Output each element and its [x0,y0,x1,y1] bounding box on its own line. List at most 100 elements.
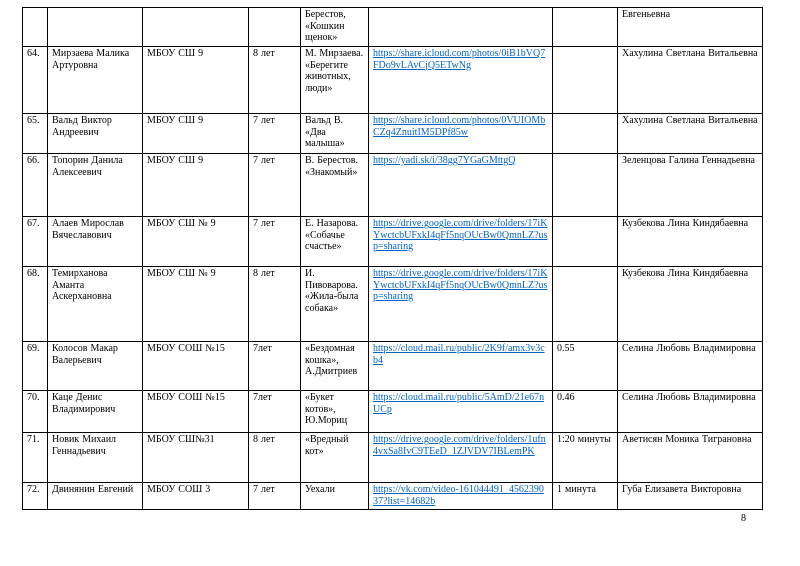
cell-teacher: Зеленцова Галина Геннадьевна [617,153,763,217]
cell-school: МБОУ СОШ №15 [142,341,249,391]
cell-title: «Букет котов», Ю.Мориц [300,390,369,433]
cell-duration [552,113,618,154]
cell-duration [552,46,618,114]
video-link[interactable]: https://drive.google.com/drive/folders/1… [373,268,548,302]
cell-age: 8 лет [248,46,301,114]
cell-age: 7 лет [248,482,301,510]
cell-link: https://drive.google.com/drive/folders/1… [368,216,553,267]
table-row-partial: Берестов, «Кошкин щенок» Евгеньевна [22,7,763,47]
page-number: 8 [741,513,746,524]
table-row-67: 67. Алаев Мирослав Вячеславович МБОУ СШ … [22,216,763,267]
cell-number: 67. [22,216,48,267]
table-row-64: 64. Мирзаева Малика Артуровна МБОУ СШ 9 … [22,46,763,114]
cell-teacher: Хахулина Светлана Витальевна [617,113,763,154]
cell-duration: 1 минута [552,482,618,510]
cell-teacher: Кузбекова Лина Киндябаевна [617,266,763,342]
cell-number: 65. [22,113,48,154]
cell-title: Берестов, «Кошкин щенок» [300,7,369,47]
cell-school: МБОУ СШ № 9 [142,266,249,342]
cell-school: МБОУ СШ № 9 [142,216,249,267]
cell-name: Топорин Данила Алексеевич [47,153,143,217]
cell-title: «Бездомная кошка», А.Дмитриев [300,341,369,391]
cell-duration: 0.55 [552,341,618,391]
cell-age: 7лет [248,341,301,391]
video-link[interactable]: https://cloud.mail.ru/public/5AmD/21e67n… [373,392,545,415]
cell-teacher: Хахулина Светлана Витальевна [617,46,763,114]
cell-link: https://drive.google.com/drive/folders/1… [368,266,553,342]
cell-duration [552,266,618,342]
cell-link: https://drive.google.com/drive/folders/1… [368,432,553,483]
video-link[interactable]: https://share.icloud.com/photos/0iB1bVQ7… [373,48,546,71]
table-row-72: 72. Двинянин Евгений МБОУ СОШ 3 7 лет Уе… [22,482,763,510]
cell-name: Двинянин Евгений [47,482,143,510]
cell-title: «Вредный кот» [300,432,369,483]
cell-duration [552,153,618,217]
cell-title: Е. Назарова. «Собачье счастье» [300,216,369,267]
cell-link: https://cloud.mail.ru/public/2K9f/amx3v3… [368,341,553,391]
cell-name: Новик Михаил Геннадьевич [47,432,143,483]
cell-number: 68. [22,266,48,342]
cell-age: 7лет [248,390,301,433]
cell-teacher: Аветисян Моника Тиграновна [617,432,763,483]
cell-duration: 1:20 минуты [552,432,618,483]
table-row-65: 65. Вальд Виктор Андреевич МБОУ СШ 9 7 л… [22,113,763,154]
cell-link: https://share.icloud.com/photos/0VUIOMbC… [368,113,553,154]
cell-name [47,7,143,47]
video-link[interactable]: https://yadi.sk/i/38gg7YGaGMttgQ [373,155,516,166]
cell-link [368,7,553,47]
cell-link: https://share.icloud.com/photos/0iB1bVQ7… [368,46,553,114]
cell-name: Вальд Виктор Андреевич [47,113,143,154]
cell-age: 7 лет [248,113,301,154]
video-link[interactable]: https://drive.google.com/drive/folders/1… [373,218,548,252]
cell-school: МБОУ СОШ №15 [142,390,249,433]
cell-age: 7 лет [248,216,301,267]
cell-link: https://cloud.mail.ru/public/5AmD/21e67n… [368,390,553,433]
cell-number: 66. [22,153,48,217]
cell-school: МБОУ СШ№31 [142,432,249,483]
cell-title: М. Мирзаева. «Берегите животных, люди» [300,46,369,114]
cell-number: 71. [22,432,48,483]
table-row-69: 69. Колосов Макар Валерьевич МБОУ СОШ №1… [22,341,763,391]
cell-number: 64. [22,46,48,114]
cell-school: МБОУ СШ 9 [142,46,249,114]
cell-duration: 0.46 [552,390,618,433]
cell-name: Темирханова Аманта Аскерхановна [47,266,143,342]
video-link[interactable]: https://drive.google.com/drive/folders/1… [373,434,546,457]
cell-teacher: Губа Елизавета Викторовна [617,482,763,510]
table-row-70: 70. Каце Денис Владимирович МБОУ СОШ №15… [22,390,763,433]
cell-title: Уехали [300,482,369,510]
cell-duration [552,216,618,267]
table-row-71: 71. Новик Михаил Геннадьевич МБОУ СШ№31 … [22,432,763,483]
cell-number [22,7,48,47]
cell-title: В. Берестов. «Знакомый» [300,153,369,217]
video-link[interactable]: https://vk.com/video-161044491_456239037… [373,484,544,507]
cell-number: 69. [22,341,48,391]
table-row-68: 68. Темирханова Аманта Аскерхановна МБОУ… [22,266,763,342]
cell-school [142,7,249,47]
cell-number: 70. [22,390,48,433]
cell-link: https://yadi.sk/i/38gg7YGaGMttgQ [368,153,553,217]
video-link[interactable]: https://share.icloud.com/photos/0VUIOMbC… [373,115,546,138]
cell-link: https://vk.com/video-161044491_456239037… [368,482,553,510]
table-row-66: 66. Топорин Данила Алексеевич МБОУ СШ 9 … [22,153,763,217]
cell-name: Колосов Макар Валерьевич [47,341,143,391]
cell-name: Алаев Мирослав Вячеславович [47,216,143,267]
cell-age: 7 лет [248,153,301,217]
cell-name: Каце Денис Владимирович [47,390,143,433]
video-link[interactable]: https://cloud.mail.ru/public/2K9f/amx3v3… [373,343,545,366]
cell-school: МБОУ СШ 9 [142,113,249,154]
cell-title: И. Пивоварова. «Жила-была собака» [300,266,369,342]
cell-school: МБОУ СШ 9 [142,153,249,217]
participants-table: Берестов, «Кошкин щенок» Евгеньевна 64. … [22,7,763,510]
cell-duration [552,7,618,47]
cell-age [248,7,301,47]
cell-age: 8 лет [248,432,301,483]
cell-teacher: Селина Любовь Владимировна [617,341,763,391]
cell-number: 72. [22,482,48,510]
cell-teacher: Евгеньевна [617,7,763,47]
cell-teacher: Селина Любовь Владимировна [617,390,763,433]
cell-age: 8 лет [248,266,301,342]
cell-name: Мирзаева Малика Артуровна [47,46,143,114]
cell-school: МБОУ СОШ 3 [142,482,249,510]
